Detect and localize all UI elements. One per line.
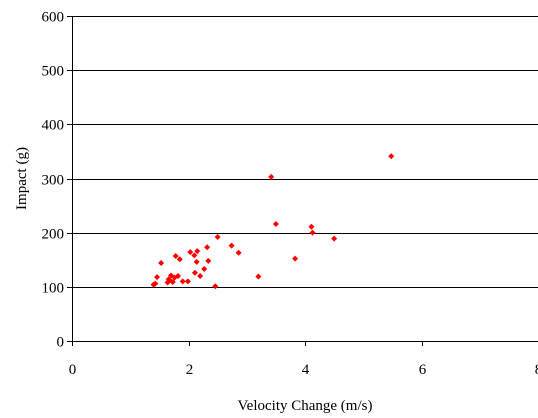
x-axis-title: Velocity Change (m/s) xyxy=(238,398,373,414)
data-point-35 xyxy=(388,153,395,160)
data-point-33 xyxy=(309,229,316,236)
data-point-2 xyxy=(154,274,161,281)
y-tick-label-100: 100 xyxy=(42,281,65,297)
data-point-17 xyxy=(191,269,198,276)
data-point-3 xyxy=(158,260,165,266)
data-point-13 xyxy=(179,278,186,285)
data-point-26 xyxy=(228,242,235,249)
y-tick-label-0: 0 xyxy=(57,335,65,351)
data-point-1 xyxy=(152,280,159,287)
data-point-8 xyxy=(169,278,176,285)
data-point-14 xyxy=(184,278,191,285)
x-tick-label-6: 6 xyxy=(419,362,427,378)
y-tick-label-200: 200 xyxy=(42,227,65,243)
x-tick-label-4: 4 xyxy=(302,362,310,378)
data-point-22 xyxy=(204,244,211,251)
data-point-34 xyxy=(331,235,338,242)
axes xyxy=(67,16,538,346)
y-tick-label-400: 400 xyxy=(42,118,65,134)
x-tick-label-2: 2 xyxy=(186,362,194,378)
data-point-28 xyxy=(255,273,262,280)
x-tick-labels: 0 2 4 6 8 xyxy=(69,362,538,378)
x-tick-label-0: 0 xyxy=(69,362,77,378)
y-tick-label-500: 500 xyxy=(42,64,65,80)
gridlines xyxy=(72,16,538,288)
data-point-31 xyxy=(292,255,299,262)
data-point-29 xyxy=(268,173,275,180)
data-point-19 xyxy=(194,248,201,255)
data-point-10 xyxy=(172,252,179,259)
data-point-12 xyxy=(176,256,183,263)
y-tick-label-300: 300 xyxy=(42,173,65,189)
data-point-16 xyxy=(191,252,198,259)
y-axis-title: Impact (g) xyxy=(14,147,30,210)
y-tick-labels: 0 100 200 300 400 500 600 xyxy=(42,10,65,351)
x-tick-label-8: 8 xyxy=(535,362,538,378)
data-point-18 xyxy=(193,258,200,265)
data-point-11 xyxy=(175,273,182,279)
data-point-15 xyxy=(187,249,194,256)
data-point-27 xyxy=(235,249,242,256)
data-point-30 xyxy=(272,221,279,227)
data-points xyxy=(150,153,395,290)
data-point-32 xyxy=(308,223,315,230)
data-point-21 xyxy=(201,265,208,272)
data-point-25 xyxy=(214,234,221,240)
data-point-24 xyxy=(212,283,219,290)
y-tick-label-600: 600 xyxy=(42,10,65,26)
data-point-20 xyxy=(197,273,204,279)
data-point-23 xyxy=(205,257,212,264)
